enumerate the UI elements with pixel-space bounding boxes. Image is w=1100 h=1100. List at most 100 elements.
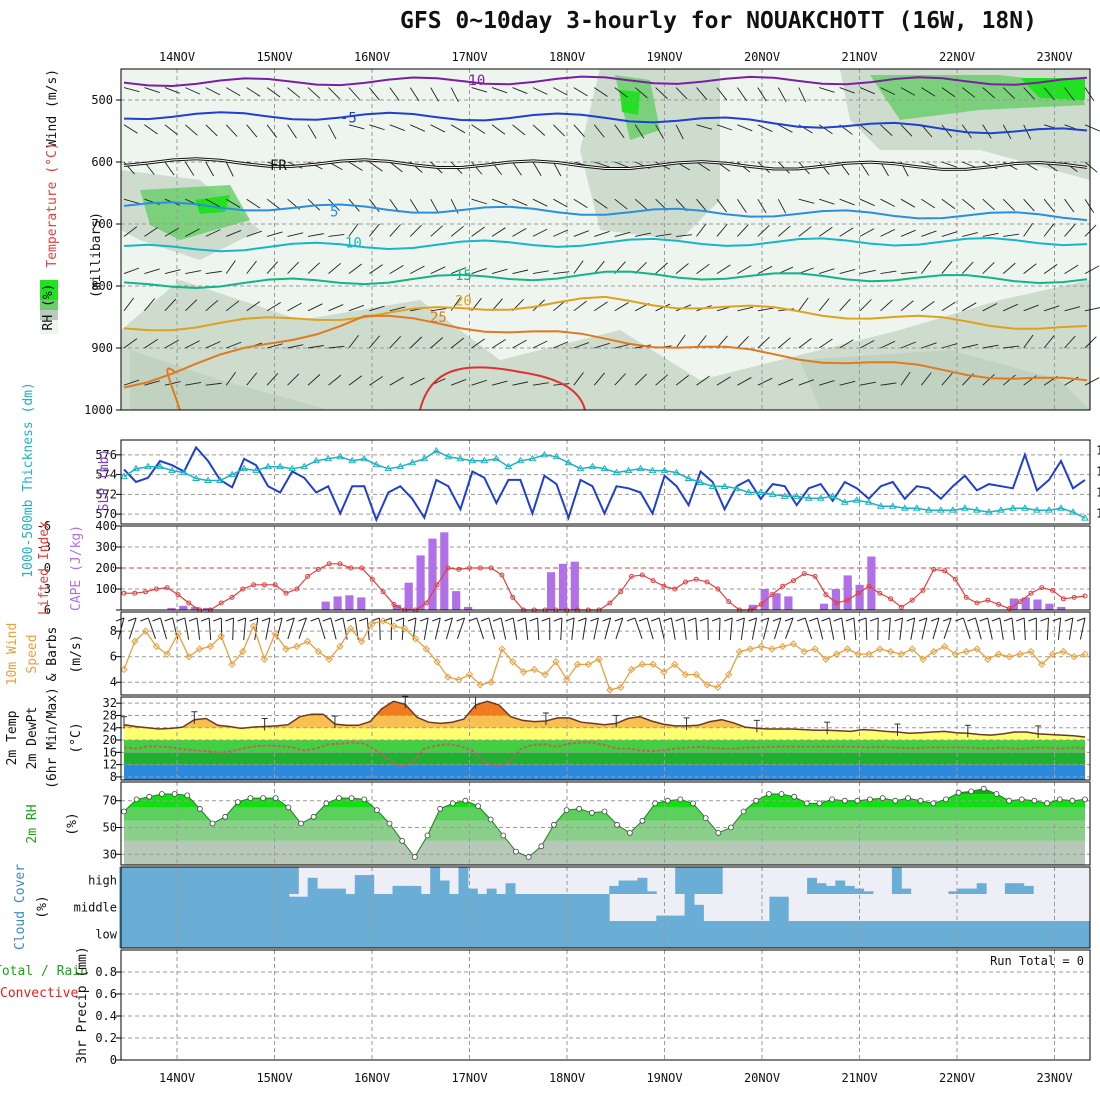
upper-wind-barb (573, 198, 588, 209)
cloud-bar (467, 921, 478, 948)
thickness-point (540, 450, 549, 458)
temperature-axis-label: Temperature (°C) (45, 142, 60, 267)
temperature-contour (123, 270, 1088, 290)
upper-air-frame (120, 68, 1091, 411)
upper-wind-barb (655, 233, 672, 237)
y-tick-label: 28 (103, 708, 117, 722)
rh-region (580, 69, 720, 240)
upper-wind-barb (287, 232, 304, 237)
wind-barb-flag (772, 617, 782, 622)
wind-barb (910, 617, 916, 640)
thickness-point (456, 454, 465, 462)
y-tick-label: 30 (103, 847, 117, 861)
cloud-bar (665, 915, 676, 921)
upper-wind-barb (123, 297, 134, 312)
upper-wind-barb (328, 124, 337, 140)
wind-barb (1079, 617, 1086, 640)
upper-wind-barb (348, 304, 365, 312)
wind-barb (401, 617, 405, 640)
wind-barb-flag (249, 617, 258, 622)
bottom-date-label: 19NOV (646, 1071, 682, 1085)
wind-barb-flag (797, 617, 806, 622)
cape-bar (392, 604, 401, 611)
wind-barb-flag (529, 617, 538, 622)
y-tick-label: 0 (110, 1053, 117, 1067)
rh-point (829, 796, 835, 803)
lifted-index-axis-label: Lifted Index (37, 521, 52, 615)
lifted-index-point (1006, 606, 1012, 612)
upper-wind-barb (471, 124, 486, 134)
upper-wind-barb (921, 87, 936, 97)
upper-wind-barb (819, 268, 835, 275)
rh-point (525, 854, 532, 860)
upper-wind-barb (512, 228, 527, 237)
thickness-point (348, 456, 357, 464)
upper-wind-barb (512, 87, 528, 95)
cloud-bar (279, 894, 290, 921)
upper-wind-barb (471, 198, 488, 205)
y-tick-label: 0.2 (95, 1031, 117, 1045)
upper-wind-barb (1043, 305, 1060, 312)
rh-point (1082, 796, 1088, 803)
thickness-point (564, 458, 573, 466)
wind-speed-point (584, 660, 593, 669)
upper-wind-barb (594, 231, 610, 237)
upper-wind-barb (246, 198, 261, 209)
upper-wind-barb (962, 87, 976, 98)
cloud-bar (175, 867, 186, 894)
lifted-index-point (456, 566, 462, 572)
wind-speed-point (670, 660, 679, 669)
thickness-point (948, 506, 957, 513)
rh-point (576, 805, 583, 812)
upper-wind-barb (369, 223, 380, 237)
wind-axis-label: Wind (m/s) (45, 69, 60, 147)
upper-wind-barb (962, 232, 978, 237)
wind-barb-flag (419, 617, 429, 622)
wind-barb-flag (602, 617, 611, 622)
wind-barb (921, 617, 928, 640)
wind-barb-flag (833, 617, 842, 622)
cape-bar (416, 555, 425, 610)
lifted-index-point (175, 592, 181, 598)
upper-wind-barb (593, 372, 605, 386)
cloud-bar (807, 921, 817, 948)
wind-barb-flag (578, 617, 587, 622)
upper-wind-barb (553, 229, 569, 237)
y-tick-label: 0.8 (95, 965, 117, 979)
upper-wind-barb (532, 228, 548, 237)
wind-barb-flag (200, 617, 210, 622)
rh-point (816, 800, 823, 807)
upper-wind-barb (205, 341, 221, 349)
lifted-index-point (423, 600, 429, 606)
wind-speed-point (1081, 650, 1089, 658)
upper-wind-barb (348, 263, 362, 274)
precip-frame (120, 949, 1091, 1061)
thickness-point (144, 462, 152, 470)
cape-tick-label: 300 (95, 540, 117, 554)
rh-point (121, 808, 127, 815)
upper-wind-barb (185, 124, 198, 136)
upper-wind-barb (655, 124, 665, 139)
thickness-point (384, 464, 393, 472)
cape-bar (404, 582, 413, 610)
wind-barb-flag (784, 617, 794, 622)
wind-speed-point (865, 650, 873, 658)
rh-point (336, 795, 342, 801)
cloud-bar (524, 894, 535, 921)
y-tick-label: 700 (91, 217, 113, 231)
wind-barb-flag (663, 617, 672, 622)
upper-wind-barb (900, 198, 916, 208)
lifted-index-point (488, 565, 494, 571)
upper-wind-barb (287, 344, 304, 349)
upper-wind-barb (635, 232, 651, 237)
upper-wind-barb (594, 161, 610, 168)
wind-speed-point (606, 686, 614, 694)
rh-point (146, 793, 153, 800)
cloud-bar (722, 921, 733, 948)
lifted-index-point (251, 582, 257, 588)
wind-speed-point (390, 622, 398, 630)
wind-barb (804, 617, 813, 640)
upper-wind-barb (573, 87, 588, 97)
precip-legend-convective: Convective (0, 986, 78, 1001)
cape-tick-label: 200 (95, 561, 117, 575)
